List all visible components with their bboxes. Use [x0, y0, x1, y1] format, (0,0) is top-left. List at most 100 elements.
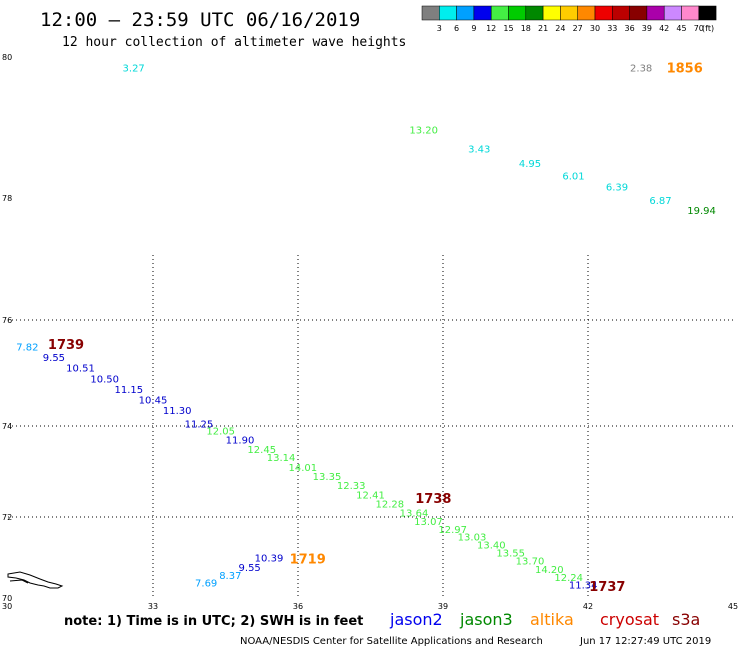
- wave-height-label: 13.64: [400, 508, 429, 519]
- wave-height-label: 13.07: [414, 517, 443, 528]
- wave-height-label: 14.20: [535, 565, 564, 576]
- lat-tick-label: 70: [2, 594, 12, 603]
- coastline: [7, 571, 64, 589]
- legend-label: 45: [676, 24, 686, 33]
- wave-height-label: 12.41: [356, 490, 385, 501]
- pass-time-label: 1738: [415, 492, 451, 507]
- wave-height-label: 3.43: [468, 145, 490, 156]
- wave-height-label: 11.30: [163, 406, 192, 417]
- legend-swatch: [542, 5, 561, 21]
- legend-swatch: [646, 5, 665, 21]
- legend-swatch: [698, 5, 717, 21]
- wave-height-label: 9.55: [239, 563, 261, 574]
- legend-swatch: [490, 5, 509, 21]
- wave-height-label: 12.33: [337, 481, 366, 492]
- lat-lon-grid: [8, 255, 733, 598]
- pass-time-label: 1719: [290, 552, 326, 567]
- coastline-inlet: [9, 579, 29, 584]
- wave-height-label: 13.40: [477, 541, 506, 552]
- legend-label: 21: [538, 24, 548, 33]
- legend-label: 9: [471, 24, 476, 33]
- wave-height-label: 8.37: [219, 571, 241, 582]
- legend-label: 3: [437, 24, 442, 33]
- legend-swatch: [594, 5, 613, 21]
- wave-height-label: 12.24: [554, 573, 583, 584]
- map-title: 12:00 – 23:59 UTC 06/16/2019: [40, 9, 360, 31]
- wave-height-label: 13.55: [496, 549, 525, 560]
- wave-height-label: 12.97: [438, 525, 467, 536]
- pass-time-layer: 1856 1739 1738 1719 1737: [48, 62, 703, 595]
- credit-line: NOAA/NESDIS Center for Satellite Applica…: [240, 636, 543, 647]
- satellite-name: s3a: [672, 610, 700, 629]
- legend-label: 15: [503, 24, 513, 33]
- pass-time-label: 1856: [667, 62, 703, 77]
- wave-height-label: 3.27: [123, 64, 145, 75]
- lon-tick-label: 39: [438, 602, 448, 611]
- legend-swatch: [508, 5, 527, 21]
- wave-height-label: 13.20: [409, 126, 438, 137]
- wave-height-label: 14.01: [289, 463, 318, 474]
- wave-height-label: 10.45: [139, 396, 168, 407]
- wave-height-label: 13.14: [267, 453, 296, 464]
- wave-height-label: 10.39: [255, 554, 284, 565]
- wave-height-label: 7.82: [16, 343, 38, 354]
- legend-swatch: [560, 5, 578, 21]
- wave-height-label: 13.70: [516, 557, 545, 568]
- legend-label: 30: [590, 24, 600, 33]
- legend-unit: (ft): [702, 24, 714, 33]
- wave-height-label: 11.15: [115, 385, 144, 396]
- satellite-name: altika: [530, 610, 574, 629]
- wave-height-label: 7.69: [195, 579, 217, 590]
- legend-label: 42: [659, 24, 669, 33]
- lat-tick-label: 76: [2, 316, 12, 325]
- legend-label: 33: [607, 24, 617, 33]
- lon-tick-label: 33: [148, 602, 158, 611]
- legend-label: 18: [521, 24, 531, 33]
- satellite-legend: jason2 jason3 altika cryosat s3a: [389, 610, 700, 629]
- wave-height-label: 12.45: [247, 445, 276, 456]
- lon-tick-label: 42: [583, 602, 593, 611]
- wave-height-label: 6.01: [562, 171, 584, 182]
- legend-swatch: [681, 5, 700, 21]
- wave-height-label: 13.03: [458, 532, 487, 543]
- axis-tick-labels: 30 33 36 39 42 45 70 72 74 76 78 80: [2, 53, 738, 611]
- wave-height-label: 12.28: [376, 499, 405, 510]
- lon-tick-label: 45: [728, 602, 738, 611]
- generated-timestamp: Jun 17 12:27:49 UTC 2019: [579, 636, 711, 647]
- color-legend: 3 6 9 12 15 18 21 24 27 30 33 36 39 42 45 70(ft): [421, 5, 717, 33]
- wave-height-label: 10.51: [66, 364, 95, 375]
- observation-layer: 3.27 2.38 13.20 3.43 4.95 6.01 6.39 6.87 19.94 7.…: [16, 64, 716, 592]
- wave-height-label: 6.87: [649, 196, 671, 207]
- legend-label: 70: [694, 24, 704, 33]
- legend-label: 36: [625, 24, 635, 33]
- wave-height-label: 2.38: [630, 64, 652, 75]
- legend-label: 6: [454, 24, 459, 33]
- wave-height-label: 6.39: [606, 183, 628, 194]
- legend-label: 39: [642, 24, 652, 33]
- satellite-name: jason3: [459, 610, 513, 629]
- wave-height-label: 11.34: [569, 581, 598, 592]
- footer-note: note: 1) Time is in UTC; 2) SWH is in fe…: [64, 614, 363, 629]
- satellite-name: jason2: [389, 610, 443, 629]
- satellite-name: cryosat: [600, 610, 659, 629]
- wave-height-label: 13.35: [313, 472, 342, 483]
- legend-label: 12: [486, 24, 496, 33]
- wave-height-label: 12.05: [206, 427, 235, 438]
- lat-tick-label: 80: [2, 53, 12, 62]
- lat-tick-label: 74: [2, 422, 12, 431]
- legend-swatch: [577, 5, 596, 21]
- lon-tick-label: 30: [2, 602, 12, 611]
- legend-swatch: [629, 5, 648, 21]
- legend-swatch: [473, 5, 492, 21]
- pass-time-label: 1737: [589, 580, 625, 595]
- legend-swatch: [439, 5, 457, 21]
- legend-swatch: [456, 5, 475, 21]
- legend-swatch: [612, 5, 630, 21]
- map-subtitle: 12 hour collection of altimeter wave hei…: [62, 35, 406, 50]
- wave-height-label: 11.25: [185, 419, 214, 430]
- legend-swatch: [525, 5, 544, 21]
- lon-tick-label: 36: [293, 602, 303, 611]
- lat-tick-label: 78: [2, 194, 12, 203]
- wave-height-label: 10.50: [90, 374, 119, 385]
